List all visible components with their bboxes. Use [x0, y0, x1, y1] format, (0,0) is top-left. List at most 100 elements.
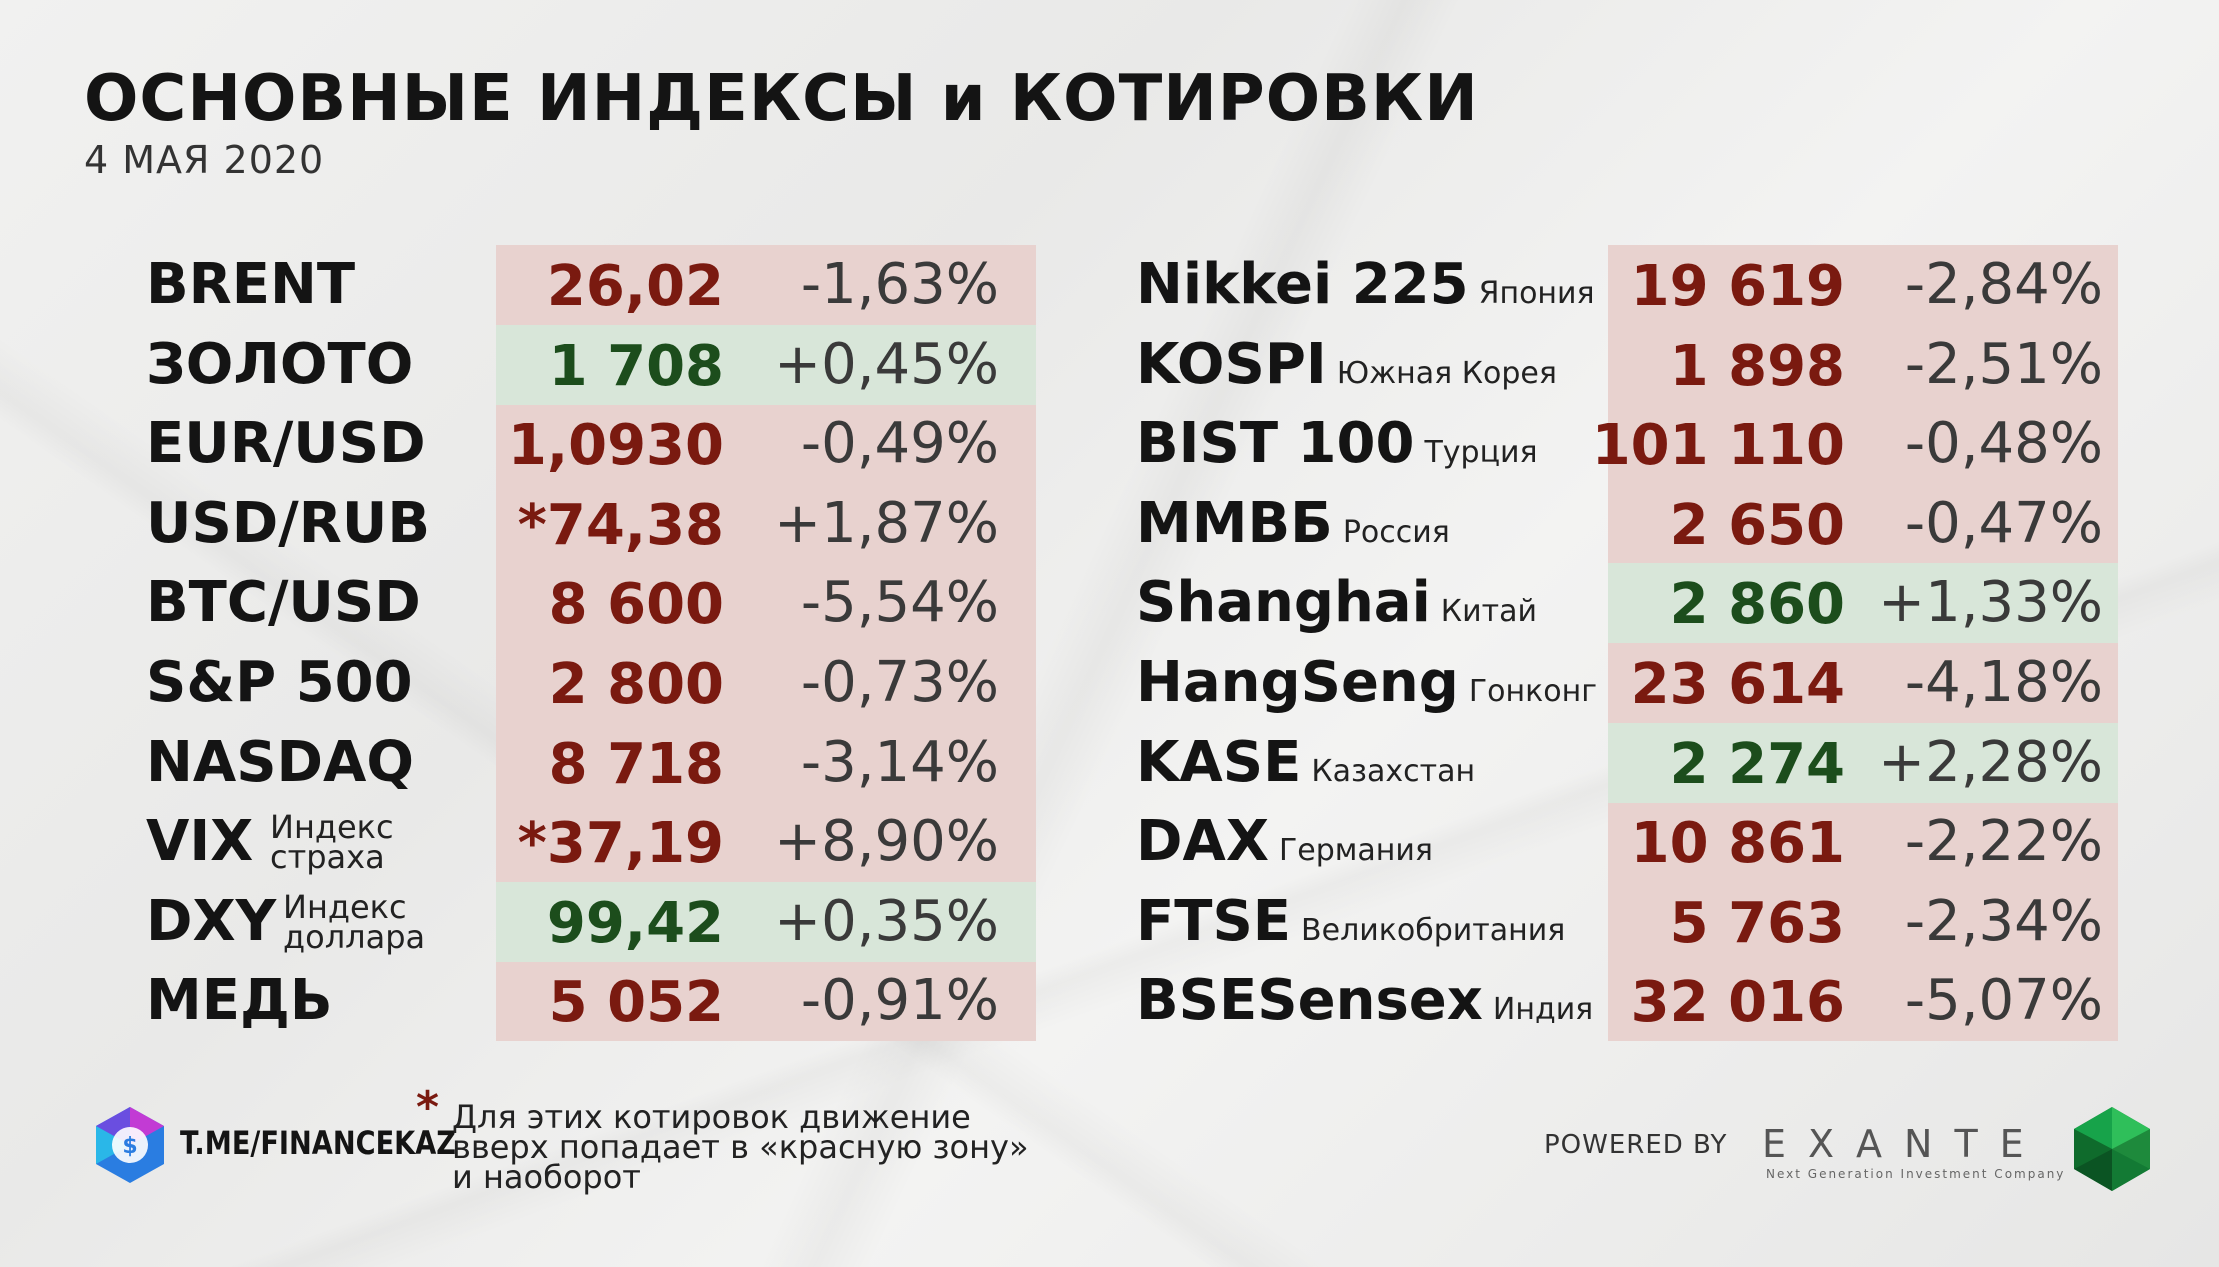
quote-name: BRENT: [146, 245, 355, 325]
quote-change: -0,91%: [800, 968, 999, 1034]
quote-value: 1,0930: [507, 413, 724, 479]
quote-value: 32 016: [1630, 970, 1845, 1036]
footnote-line-1: Для этих котировок движение: [452, 1098, 971, 1136]
footnote-line-3: и наоборот: [452, 1158, 641, 1196]
quote-subtitle-line-1: Индекс: [283, 887, 407, 926]
quote-name-label: BIST 100: [1136, 411, 1415, 477]
quote-country: Гонконг: [1468, 674, 1597, 709]
quote-name-label: МЕДЬ: [146, 968, 333, 1034]
quote-name-label: BTC/USD: [146, 570, 421, 636]
quote-name-label: S&P 500: [146, 650, 413, 715]
quote-name: BIST 100 Турция: [1136, 404, 1538, 493]
green-zone-row: [496, 324, 1036, 405]
channel-logo-icon: $: [96, 1107, 164, 1183]
footnote-line-2: вверх попадает в «красную зону»: [452, 1128, 1029, 1166]
quote-name-label: ЗОЛОТО: [146, 331, 414, 397]
quote-change: -3,14%: [800, 729, 999, 795]
quote-change: -0,47%: [1904, 490, 2103, 556]
quote-name-label: Nikkei 225: [1136, 252, 1469, 317]
quote-value: 101 110: [1591, 413, 1845, 479]
quote-name: FTSE Великобритания: [1136, 882, 1565, 971]
quote-name-label: ММВБ: [1136, 490, 1333, 556]
quote-name-label: Shanghai: [1136, 570, 1431, 636]
quote-country: Германия: [1279, 833, 1433, 869]
quote-change: +2,28%: [1878, 729, 2103, 795]
quote-value: 8 718: [548, 731, 724, 797]
brand-logo-text: EXANTE: [1762, 1122, 2046, 1166]
quote-subtitle-line-1: Индекс: [270, 808, 394, 847]
quote-value: 8 600: [548, 572, 724, 638]
quote-change: -2,51%: [1904, 331, 2103, 397]
quote-name-label: DAX: [1136, 809, 1269, 875]
quote-name-label: KOSPI: [1136, 331, 1327, 397]
quote-name-label: KASE: [1136, 729, 1302, 795]
quote-value: 2 274: [1669, 731, 1845, 797]
svg-text:$: $: [122, 1134, 137, 1159]
quote-country: Япония: [1478, 276, 1595, 311]
quote-value: 5 763: [1669, 890, 1845, 956]
quote-change: -2,22%: [1904, 809, 2103, 875]
quote-subtitle: Индекс доллара: [283, 887, 426, 956]
quote-value: *37,19: [517, 811, 724, 877]
quote-change: +0,35%: [774, 888, 999, 954]
quote-name: ЗОЛОТО: [146, 325, 413, 405]
quote-subtitle-line-2: доллара: [283, 917, 426, 956]
powered-by-label: POWERED BY: [1544, 1130, 1728, 1160]
note-star: *: [416, 1082, 440, 1133]
green-zone-row: [1608, 722, 2118, 803]
quote-name: VIX: [146, 802, 253, 882]
quote-value: 19 619: [1630, 254, 1845, 319]
quote-country: Казахстан: [1311, 753, 1476, 789]
quote-name: ММВБ Россия: [1136, 484, 1450, 573]
quote-country: Южная Корея: [1336, 355, 1557, 391]
quote-country: Великобритания: [1301, 912, 1566, 948]
quote-name: DXY: [146, 882, 276, 962]
quote-change: +1,87%: [774, 490, 999, 556]
quote-change: -1,63%: [800, 252, 999, 317]
quote-value: 99,42: [546, 890, 724, 956]
quote-country: Россия: [1342, 514, 1450, 550]
quote-name: BTC/USD: [146, 563, 421, 643]
quote-change: -4,18%: [1904, 650, 2103, 715]
quote-name: Nikkei 225 Япония: [1136, 245, 1595, 334]
quote-name-label: FTSE: [1136, 888, 1292, 954]
quote-change: +8,90%: [774, 809, 999, 875]
quote-value: 26,02: [546, 254, 724, 319]
quote-name: KASE Казахстан: [1136, 723, 1475, 812]
quote-value: 10 861: [1630, 811, 1845, 877]
gem-logo-icon: [2074, 1107, 2150, 1191]
quote-value: 1 708: [548, 333, 724, 399]
quote-value: 2 650: [1669, 492, 1845, 558]
quote-value: 2 860: [1669, 572, 1845, 638]
channel-link[interactable]: T.ME/FINANCEKAZ: [180, 1124, 457, 1162]
quote-name: BSESensex Индия: [1136, 961, 1593, 1050]
quote-value: 1 898: [1669, 333, 1845, 399]
quote-country: Турция: [1424, 435, 1538, 471]
quote-name-label: BRENT: [146, 252, 356, 317]
quote-value: 5 052: [548, 970, 724, 1036]
quote-change: -5,54%: [800, 570, 999, 636]
quote-change: -0,73%: [800, 650, 999, 715]
quote-name: DAX Германия: [1136, 802, 1433, 891]
quote-name-label: NASDAQ: [146, 729, 414, 795]
quote-name: KOSPI Южная Корея: [1136, 325, 1557, 414]
quote-name-label: EUR/USD: [146, 411, 426, 477]
quote-name: EUR/USD: [146, 404, 426, 484]
quote-name-label: HangSeng: [1136, 650, 1459, 715]
quote-change: -5,07%: [1904, 968, 2103, 1034]
page-title: ОСНОВНЫЕ ИНДЕКСЫ и КОТИРОВКИ: [84, 62, 1479, 136]
green-zone-row: [496, 881, 1036, 962]
quote-name: HangSeng Гонконг: [1136, 643, 1597, 732]
quote-name-label: USD/RUB: [146, 490, 431, 556]
quote-change: -2,84%: [1904, 252, 2103, 317]
quote-name: USD/RUB: [146, 484, 430, 564]
quote-name: NASDAQ: [146, 723, 414, 803]
quote-change: -0,49%: [800, 411, 999, 477]
quote-change: -0,48%: [1904, 411, 2103, 477]
quote-name: МЕДЬ: [146, 961, 333, 1041]
quote-subtitle: Индекс страха: [270, 808, 394, 877]
quote-name: Shanghai Китай: [1136, 563, 1537, 652]
quote-change: +1,33%: [1878, 570, 2103, 636]
quote-value: 2 800: [548, 652, 724, 717]
quote-subtitle-line-2: страха: [270, 838, 385, 877]
